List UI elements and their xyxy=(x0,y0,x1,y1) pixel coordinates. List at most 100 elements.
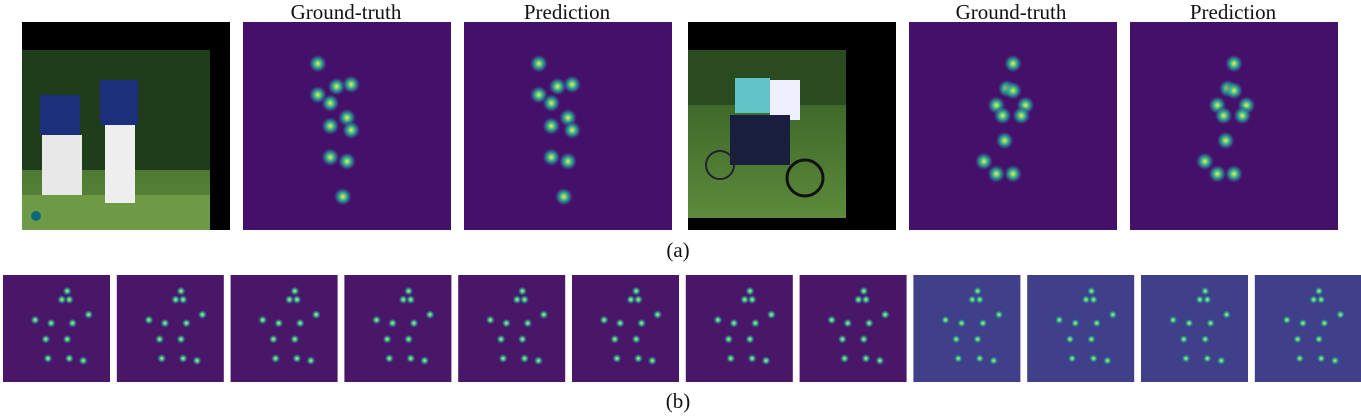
keypoint-blob xyxy=(268,334,279,345)
keypoint-blob xyxy=(972,286,983,296)
keypoint-blob xyxy=(419,355,430,366)
keypoint-blob xyxy=(864,318,874,328)
keypoint-blob xyxy=(739,294,750,305)
keypoint-blob xyxy=(652,309,663,320)
keypoint-blob xyxy=(995,131,1015,150)
keypoint-blob xyxy=(880,309,891,320)
keypoint-blob xyxy=(156,353,167,364)
keypoint-blob xyxy=(609,334,620,345)
keypoint-blob xyxy=(1208,164,1227,184)
keypoint-blob xyxy=(289,286,300,296)
keypoint-blob xyxy=(974,294,985,305)
keypoint-blob xyxy=(403,334,414,345)
keypoint-blob xyxy=(1003,81,1023,100)
keypoint-blob xyxy=(496,334,506,345)
keypoint-blob xyxy=(1065,334,1075,345)
keypoint-blob xyxy=(839,353,850,364)
heatmap xyxy=(1130,22,1338,230)
keypoint-blob xyxy=(1316,353,1326,364)
keypoint-blob xyxy=(160,318,170,328)
heading: Prediction xyxy=(1190,0,1277,24)
keypoint-blob xyxy=(1298,318,1308,328)
keypoint-blob xyxy=(498,353,508,364)
keypoint-blob xyxy=(1205,318,1216,328)
keypoint-blob xyxy=(967,294,978,305)
keypoint-blob xyxy=(40,334,51,345)
subfigure-label: (b) xyxy=(666,389,691,413)
keypoint-blob xyxy=(599,315,609,325)
keypoint-blob xyxy=(311,309,322,320)
keypoint-blob xyxy=(875,355,885,366)
keypoint-blob xyxy=(83,309,94,320)
keypoint-blob xyxy=(1224,164,1244,184)
keypoint-blob xyxy=(178,294,188,305)
heading: Ground-truth xyxy=(956,0,1067,24)
keypoint-blob xyxy=(257,315,268,325)
keypoint-blob xyxy=(647,355,658,366)
keypoint-blob xyxy=(1178,334,1189,345)
keypoint-blob xyxy=(501,318,512,328)
keypoint-blob xyxy=(562,120,582,140)
keypoint-blob xyxy=(64,353,75,364)
keypoint-blob xyxy=(766,309,777,320)
keypoint-blob xyxy=(67,318,78,328)
keypoint-blob xyxy=(842,318,853,328)
keypoint-blob xyxy=(626,294,636,305)
keypoint-blob xyxy=(519,294,530,305)
keypoint-blob xyxy=(972,334,983,345)
keypoint-blob xyxy=(548,77,567,96)
heatmap-frame xyxy=(572,275,679,382)
keypoint-blob xyxy=(1314,334,1324,345)
keypoint-blob xyxy=(517,286,528,296)
keypoint-blob xyxy=(1003,164,1023,184)
keypoint-blob xyxy=(405,294,416,305)
keypoint-blob xyxy=(270,353,281,364)
keypoint-blob xyxy=(144,315,154,325)
keypoint-blob xyxy=(1200,334,1211,345)
heading: Prediction xyxy=(524,0,611,24)
heatmap-frame xyxy=(458,275,566,382)
keypoint-blob xyxy=(826,315,837,325)
keypoint-blob xyxy=(858,334,869,345)
keypoint-blob xyxy=(425,309,435,320)
keypoint-blob xyxy=(1168,315,1178,325)
keypoint-blob xyxy=(1221,309,1232,320)
keypoint-blob xyxy=(1200,286,1211,296)
keypoint-blob xyxy=(273,318,284,328)
keypoint-blob xyxy=(176,286,186,296)
keypoint-blob xyxy=(542,93,561,113)
keypoint-blob xyxy=(405,353,416,364)
keypoint-blob xyxy=(1054,315,1065,325)
heatmap-frame xyxy=(344,275,452,382)
keypoint-blob xyxy=(409,318,419,328)
keypoint-blob xyxy=(327,77,346,96)
heatmap-frame xyxy=(3,275,110,382)
heatmap xyxy=(909,22,1117,230)
keypoint-blob xyxy=(631,286,642,296)
keypoint-blob xyxy=(519,353,530,364)
keypoint-blob xyxy=(512,294,522,305)
keypoint-blob xyxy=(633,353,644,364)
keypoint-blob xyxy=(529,54,549,73)
keypoint-blob xyxy=(1181,353,1191,364)
keypoint-blob xyxy=(197,309,208,320)
keypoint-blob xyxy=(554,187,574,207)
keypoint-blob xyxy=(558,152,578,171)
photo-bowls xyxy=(22,22,230,230)
keypoint-blob xyxy=(321,147,340,167)
keypoint-blob xyxy=(1216,131,1236,150)
keypoint-blob xyxy=(1195,294,1205,305)
keypoint-blob xyxy=(78,355,89,366)
keypoint-blob xyxy=(745,334,755,345)
keypoint-blob xyxy=(337,152,357,171)
keypoint-blob xyxy=(615,318,625,328)
keypoint-blob xyxy=(522,318,533,328)
heatmap-frame xyxy=(1141,275,1248,382)
keypoint-blob xyxy=(1086,334,1097,345)
keypoint-blob xyxy=(723,334,734,345)
keypoint-blob xyxy=(761,355,771,366)
keypoint-blob xyxy=(1184,318,1194,328)
keypoint-blob xyxy=(1316,294,1326,305)
keypoint-blob xyxy=(953,353,964,364)
keypoint-blob xyxy=(1070,318,1081,328)
